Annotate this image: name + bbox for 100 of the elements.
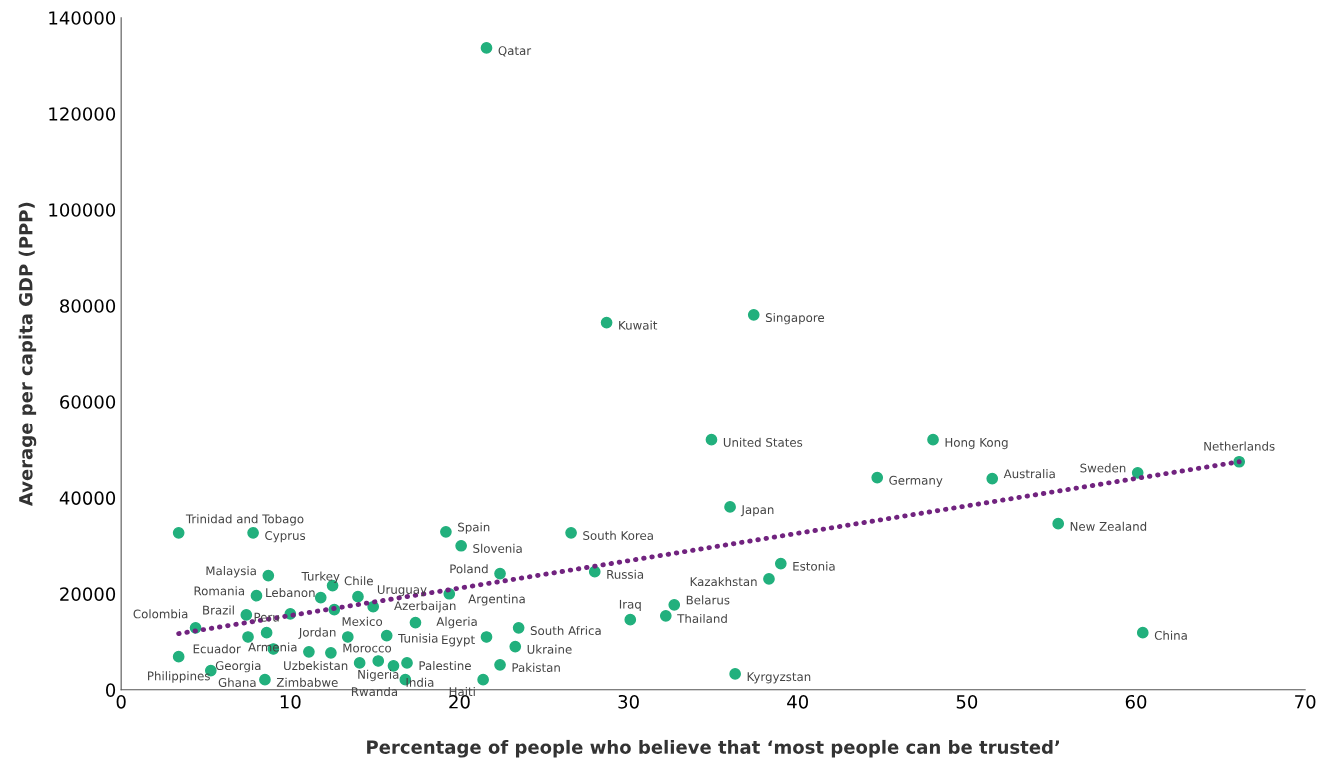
- point: [480, 631, 493, 643]
- point: [262, 569, 275, 582]
- point: [380, 629, 393, 642]
- annotation: Brazil: [203, 605, 234, 615]
- point: [1136, 626, 1149, 639]
- annotation: Singapore: [765, 312, 825, 325]
- point: [927, 433, 939, 446]
- annotation: South Africa: [530, 625, 601, 636]
- point: [763, 573, 775, 585]
- point: [341, 631, 354, 643]
- point: [259, 673, 271, 686]
- x-tick-label: 0: [116, 694, 126, 709]
- y-tick-label: 80000: [60, 299, 116, 313]
- point: [480, 42, 493, 54]
- annotation: Azerbaijan: [394, 601, 456, 613]
- annotation: Zimbabwe: [276, 677, 338, 687]
- point: [247, 526, 259, 539]
- annotation: Poland: [450, 564, 488, 574]
- annotation: Jordan: [298, 627, 336, 639]
- annotation: Mexico: [342, 616, 383, 626]
- x-tick-label: 70: [1295, 694, 1316, 709]
- annotation: Cyprus: [265, 531, 306, 543]
- annotation: Ecuador: [193, 644, 241, 654]
- point: [240, 609, 253, 621]
- point: [986, 472, 999, 485]
- point: [729, 668, 741, 680]
- annotation: Iraq: [619, 599, 641, 611]
- annotation: Japan: [740, 505, 774, 517]
- annotation: Morocco: [343, 643, 392, 653]
- point: [774, 557, 787, 570]
- annotation: Estonia: [793, 561, 835, 571]
- annotation: United States: [723, 437, 803, 447]
- point: [352, 590, 364, 603]
- y-tick-label: 120000: [49, 107, 116, 121]
- annotation: Sweden: [1080, 463, 1126, 473]
- x-axis-title: Percentage of people who believe that ‘most people can be trusted’: [367, 739, 1059, 758]
- annotation: Belarus: [686, 595, 730, 605]
- annotation: Australia: [1003, 469, 1055, 479]
- annotation: Uzbekistan: [284, 660, 348, 671]
- point: [668, 598, 681, 611]
- point: [705, 433, 718, 446]
- point: [747, 309, 760, 321]
- annotation: Nigeria: [358, 669, 399, 682]
- point: [440, 526, 452, 538]
- x-tick-label: 10: [280, 694, 301, 709]
- point: [494, 658, 506, 671]
- point: [1052, 517, 1065, 530]
- annotation: Tunisia: [398, 633, 438, 643]
- annotation: Kazakhstan: [690, 576, 757, 587]
- y-tick-label: 20000: [60, 587, 116, 601]
- point: [565, 526, 577, 539]
- annotation: Palestine: [419, 660, 471, 671]
- annotation: Turkey: [301, 571, 340, 584]
- y-tick-label: 0: [106, 683, 116, 697]
- annotation: Malaysia: [206, 566, 256, 578]
- point: [477, 673, 489, 686]
- annotation: Spain: [458, 522, 490, 534]
- annotation: Hong Kong: [945, 438, 1008, 450]
- point: [260, 626, 273, 639]
- point: [724, 501, 736, 513]
- point: [172, 650, 185, 663]
- y-tick-label: 140000: [49, 11, 116, 25]
- point: [512, 622, 525, 634]
- annotation: Argentina: [468, 594, 525, 606]
- point: [303, 646, 315, 658]
- point: [250, 589, 263, 602]
- point: [409, 616, 422, 629]
- annotation: Colombia: [133, 609, 188, 619]
- annotation: Philippines: [148, 671, 210, 683]
- annotation: Chile: [344, 576, 373, 586]
- x-tick-label: 40: [787, 694, 809, 709]
- annotation: Egypt: [442, 635, 475, 647]
- point: [314, 591, 327, 604]
- annotation: Georgia: [215, 660, 261, 673]
- point: [325, 646, 337, 659]
- point: [455, 539, 467, 552]
- point: [509, 640, 522, 653]
- point: [401, 657, 413, 669]
- x-tick-label: 20: [449, 694, 470, 709]
- point: [353, 657, 366, 669]
- annotation: Qatar: [498, 46, 532, 57]
- y-axis-title: Average per capita GDP (PPP): [18, 202, 37, 507]
- annotation: Trinidad and Tobago: [185, 514, 304, 526]
- y-tick-label: 40000: [59, 491, 116, 505]
- x-tick-label: 60: [1125, 694, 1147, 709]
- annotation: Lebanon: [266, 587, 315, 598]
- annotation: South Korea: [583, 530, 653, 540]
- annotation: Russia: [607, 569, 644, 579]
- annotation: Algeria: [436, 616, 477, 629]
- annotation: Kyrgyzstan: [747, 672, 811, 684]
- annotation: Ghana: [218, 677, 256, 687]
- annotation: Romania: [194, 586, 245, 596]
- annotation: Netherlands: [1204, 441, 1275, 451]
- point: [172, 526, 185, 539]
- point: [242, 631, 254, 643]
- annotation: Uruguay: [377, 585, 427, 597]
- annotation: Slovenia: [473, 543, 522, 553]
- annotation: Pakistan: [512, 662, 560, 672]
- x-tick-label: 30: [618, 694, 639, 709]
- annotation: Ukraine: [527, 644, 572, 654]
